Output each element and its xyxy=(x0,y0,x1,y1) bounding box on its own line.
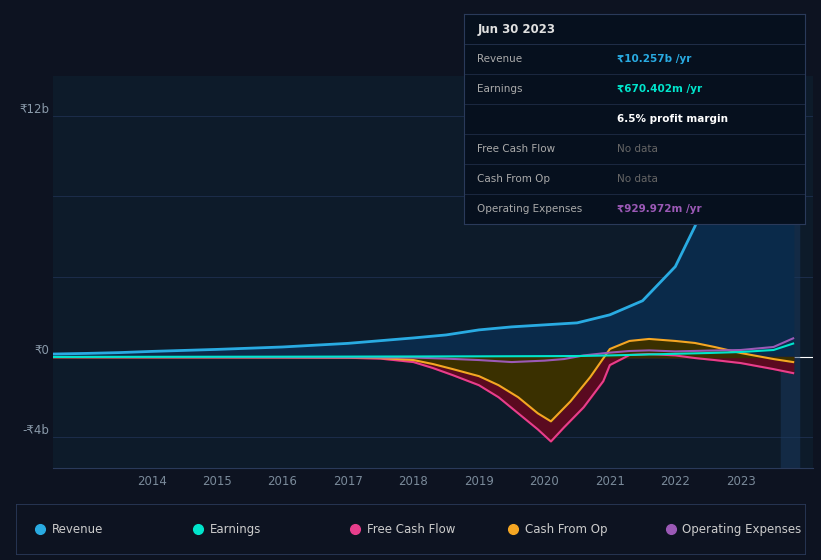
Text: No data: No data xyxy=(617,174,658,184)
Text: ₹0: ₹0 xyxy=(34,344,49,357)
Text: ₹929.972m /yr: ₹929.972m /yr xyxy=(617,204,702,214)
Text: 6.5% profit margin: 6.5% profit margin xyxy=(617,114,728,124)
Text: Free Cash Flow: Free Cash Flow xyxy=(478,144,556,154)
Text: Revenue: Revenue xyxy=(478,54,523,64)
Text: Earnings: Earnings xyxy=(478,84,523,94)
Text: Revenue: Revenue xyxy=(52,522,103,536)
Text: Earnings: Earnings xyxy=(209,522,261,536)
Text: Operating Expenses: Operating Expenses xyxy=(478,204,583,214)
Text: No data: No data xyxy=(617,144,658,154)
Text: ₹10.257b /yr: ₹10.257b /yr xyxy=(617,54,691,64)
Text: ₹670.402m /yr: ₹670.402m /yr xyxy=(617,84,702,94)
Text: ₹12b: ₹12b xyxy=(20,103,49,116)
Text: Free Cash Flow: Free Cash Flow xyxy=(367,522,456,536)
Text: Jun 30 2023: Jun 30 2023 xyxy=(478,22,556,35)
Text: -₹4b: -₹4b xyxy=(23,424,49,437)
Text: Operating Expenses: Operating Expenses xyxy=(682,522,801,536)
Text: Cash From Op: Cash From Op xyxy=(525,522,608,536)
Text: Cash From Op: Cash From Op xyxy=(478,174,551,184)
